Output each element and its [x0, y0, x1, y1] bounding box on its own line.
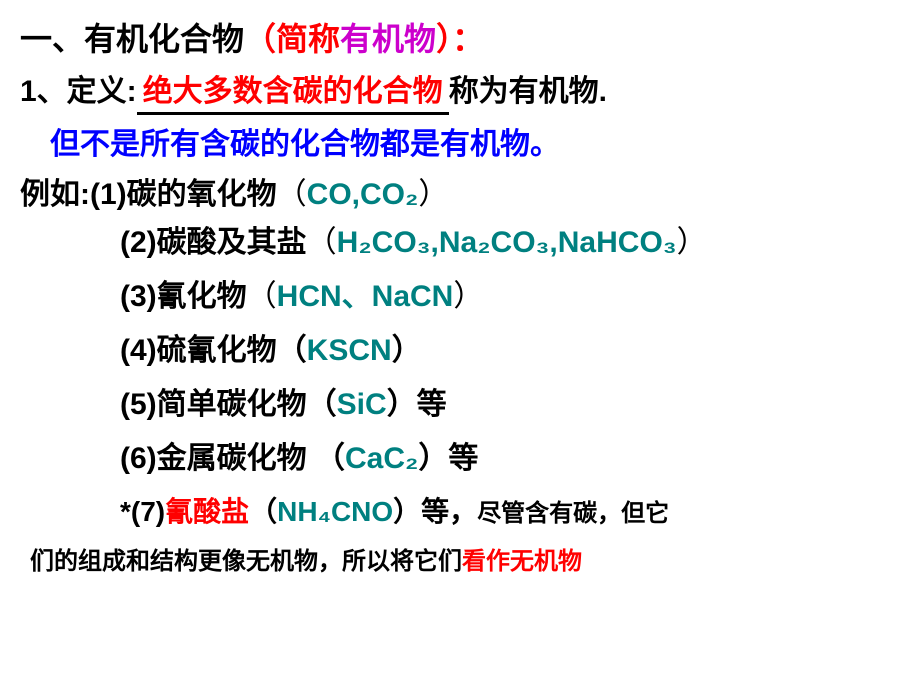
- ex6-po: （: [315, 442, 345, 475]
- ex7-formula: NH₄CNO: [277, 496, 393, 527]
- ex2-po: （: [307, 226, 337, 259]
- ex3-formula: HCN、NaCN: [277, 280, 454, 313]
- ex4-name: 硫氰化物: [157, 334, 277, 367]
- example-item-3: (3)氰化物（HCN、NaCN）: [120, 271, 900, 315]
- ex4-formula: KSCN: [307, 334, 392, 367]
- ex4-pc: ）: [392, 334, 422, 367]
- ex5-name: 简单碳化物: [157, 388, 307, 421]
- def-label: 1、定义:: [20, 75, 137, 108]
- ex6-num: (6): [120, 442, 157, 475]
- ex-label: 例如:: [20, 178, 90, 211]
- ex1-pc: ）: [418, 178, 448, 211]
- ex1-num: (1): [90, 178, 127, 211]
- example-item-7: *(7)氰酸盐（NH₄CNO）等，尽管含有碳，但它: [120, 487, 900, 537]
- ex2-name: 碳酸及其盐: [157, 226, 307, 259]
- ex5-formula: SiC: [337, 388, 387, 421]
- def-blank: 绝大多数含碳的化合物: [137, 66, 449, 115]
- ex7-name: 氰酸盐: [165, 496, 249, 527]
- example-item-5: (5)简单碳化物（SiC）等: [120, 379, 900, 423]
- ex2-num: (2): [120, 226, 157, 259]
- ex4-num: (4): [120, 334, 157, 367]
- ex3-name: 氰化物: [157, 280, 247, 313]
- example-item-4: (4)硫氰化物（KSCN）: [120, 325, 900, 369]
- ex7-tail1: 尽管含有碳，但它: [477, 500, 669, 527]
- ex6-pc: ）等: [418, 442, 478, 475]
- ex6-name: 金属碳化物: [157, 442, 315, 475]
- ex7-num: *(7): [120, 496, 165, 527]
- ex2-pc: ）: [677, 226, 707, 259]
- ex4-po: （: [277, 334, 307, 367]
- ex5-po: （: [307, 388, 337, 421]
- ex3-pc: ）: [453, 280, 483, 313]
- ex1-formula: CO,CO₂: [307, 178, 419, 211]
- example-item-6: (6)金属碳化物 （CaC₂）等: [120, 433, 900, 477]
- ex2-formula: H₂CO₃,Na₂CO₃,NaHCO₃: [337, 226, 677, 259]
- examples-line-1: 例如:(1)碳的氧化物（CO,CO₂）: [20, 169, 900, 213]
- ex3-po: （: [247, 280, 277, 313]
- definition-line: 1、定义:绝大多数含碳的化合物称为有机物.: [20, 66, 900, 115]
- note-line: 但不是所有含碳的化合物都是有机物。: [50, 119, 900, 163]
- title-paren-open: （: [244, 21, 276, 57]
- ex1-name: 碳的氧化物: [127, 178, 277, 211]
- example-item-7-line2: 们的组成和结构更像无机物，所以将它们看作无机物: [30, 543, 900, 581]
- ex7-tail2: 们的组成和结构更像无机物，所以将它们: [30, 548, 462, 575]
- def-suffix: 称为有机物.: [449, 75, 607, 108]
- ex5-num: (5): [120, 388, 157, 421]
- title-highlight: 有机物: [340, 21, 436, 57]
- title-abbr: 简称: [276, 21, 340, 57]
- ex7-po: （: [249, 496, 277, 527]
- ex1-po: （: [277, 178, 307, 211]
- ex7-tail3: 看作无机物: [462, 548, 582, 575]
- ex7-pc: ）等，: [393, 496, 477, 527]
- example-item-2: (2)碳酸及其盐（H₂CO₃,Na₂CO₃,NaHCO₃）: [120, 217, 900, 261]
- ex3-num: (3): [120, 280, 157, 313]
- ex6-formula: CaC₂: [345, 442, 418, 475]
- title-prefix: 一、有机化合物: [20, 21, 244, 57]
- section-title: 一、有机化合物（简称有机物）：: [20, 14, 900, 60]
- title-paren-close: ）：: [436, 21, 484, 57]
- ex5-pc: ）等: [387, 388, 447, 421]
